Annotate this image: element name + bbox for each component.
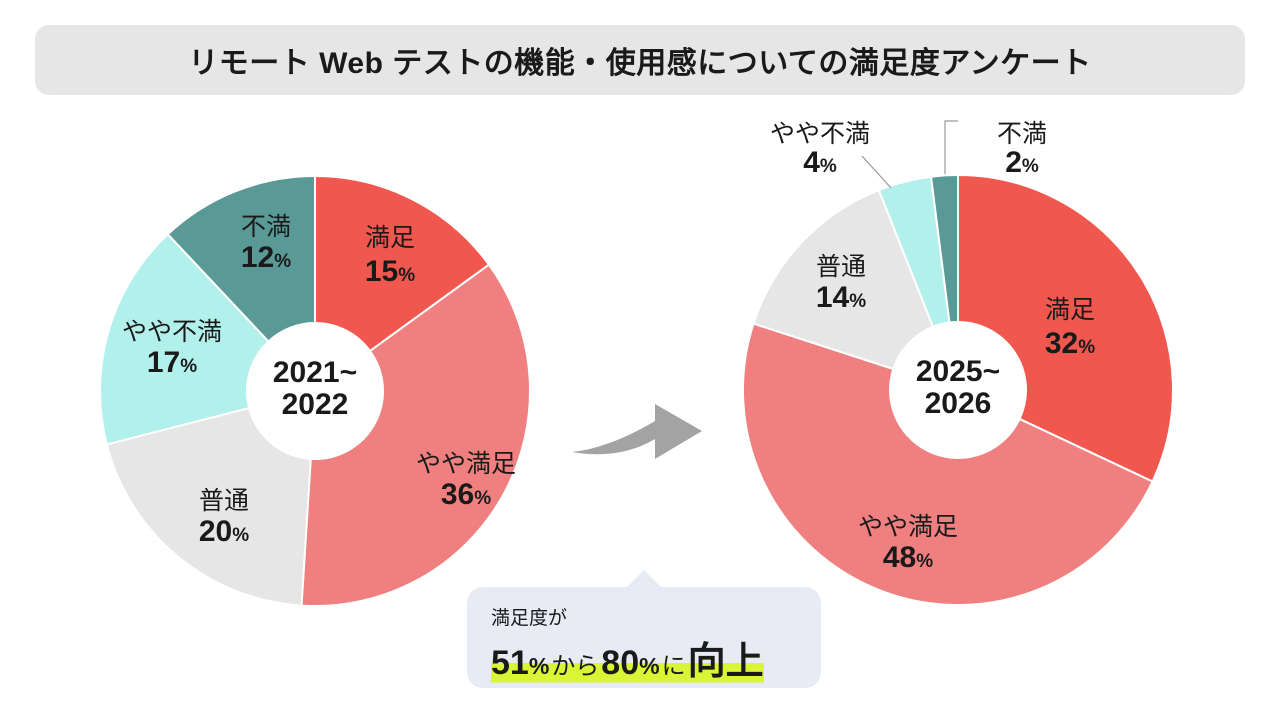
svg-text:やや不満: やや不満 <box>122 318 222 346</box>
svg-text:やや満足: やや満足 <box>416 450 516 478</box>
svg-text:不満: 不満 <box>997 120 1047 148</box>
svg-text:2025~: 2025~ <box>916 355 1000 388</box>
svg-text:満足: 満足 <box>1045 296 1095 324</box>
svg-text:2022: 2022 <box>282 388 349 421</box>
svg-text:やや不満: やや不満 <box>770 120 870 148</box>
svg-text:2%: 2% <box>1005 146 1039 179</box>
svg-text:やや満足: やや満足 <box>858 513 958 541</box>
svg-text:普通: 普通 <box>816 253 866 281</box>
svg-text:2026: 2026 <box>925 387 992 420</box>
svg-text:不満: 不満 <box>241 213 291 241</box>
svg-text:普通: 普通 <box>199 487 249 515</box>
svg-text:4%: 4% <box>803 146 837 179</box>
svg-text:満足: 満足 <box>365 224 415 252</box>
svg-text:2021~: 2021~ <box>273 356 357 389</box>
